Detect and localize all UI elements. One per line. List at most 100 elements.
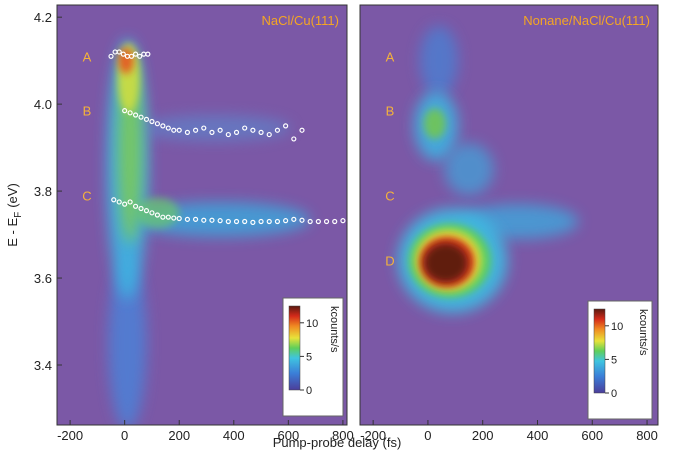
x-tick-label: 800 (332, 428, 354, 443)
data-point (209, 129, 215, 135)
data-point (138, 114, 144, 120)
data-point (165, 125, 171, 131)
data-point (154, 121, 160, 127)
data-point (111, 197, 117, 203)
colorbar-tick-label: 5 (611, 354, 617, 366)
data-point (116, 49, 122, 55)
data-point (192, 216, 199, 222)
data-point (209, 217, 215, 223)
data-point (217, 127, 223, 133)
data-point (176, 215, 182, 222)
state-label: C (82, 188, 91, 203)
data-point (132, 112, 139, 118)
colorbar-tick-label: 5 (306, 351, 312, 363)
colorbar-label: kcounts/s (637, 309, 649, 356)
data-point (332, 218, 338, 225)
heatmap-region (444, 143, 494, 196)
data-point (225, 218, 231, 225)
heatmap-region (118, 47, 134, 74)
x-tick-label: 600 (581, 428, 603, 443)
data-point (299, 217, 305, 223)
data-point (299, 127, 305, 133)
data-point (242, 218, 248, 225)
data-point (128, 53, 135, 59)
x-tick-label: 200 (472, 428, 494, 443)
x-tick-label: 600 (277, 428, 299, 443)
x-tick-label: 0 (424, 428, 431, 443)
y-axis-label-sub: F (13, 212, 24, 218)
data-point (201, 125, 207, 131)
y-tick-label: 3.8 (34, 184, 52, 199)
state-label: D (385, 254, 394, 269)
data-point (176, 127, 182, 133)
data-point (291, 216, 297, 222)
data-point (160, 123, 166, 129)
heatmap-region (423, 243, 468, 283)
x-tick-label: 800 (636, 428, 658, 443)
plot-frame (56, 4, 348, 426)
data-point (250, 219, 256, 225)
data-point (132, 51, 139, 57)
data-point (192, 127, 199, 133)
data-point (120, 51, 126, 57)
colorbar-label: kcounts/s (328, 306, 340, 353)
data-point (108, 53, 114, 59)
data-point (242, 125, 248, 131)
state-label: C (385, 188, 394, 203)
data-point (145, 51, 151, 57)
data-point (171, 127, 177, 133)
data-point (143, 116, 150, 122)
y-axis-label-unit: (eV) (5, 183, 20, 208)
colorbar (593, 308, 606, 394)
y-tick-label: 4.0 (34, 97, 52, 112)
data-point (283, 123, 289, 129)
data-point (132, 203, 139, 209)
x-tick-label: -200 (57, 428, 83, 443)
y-tick-label: 4.2 (34, 10, 52, 25)
data-point (233, 129, 240, 135)
data-point (258, 218, 264, 225)
data-point (258, 129, 264, 135)
data-point (217, 218, 223, 224)
data-point (315, 218, 321, 225)
data-point (122, 201, 128, 207)
heatmap-region (419, 25, 459, 96)
data-point (184, 129, 191, 135)
heatmap-region (138, 114, 292, 142)
data-point (283, 218, 289, 224)
data-point (291, 136, 297, 142)
state-label: A (386, 49, 395, 64)
data-point (225, 131, 231, 138)
panel-title: NaCl/Cu(111) (261, 13, 339, 28)
x-tick-label: 0 (121, 428, 128, 443)
data-point (184, 216, 191, 222)
state-label: B (386, 104, 395, 119)
colorbar (288, 305, 301, 391)
colorbar-tick-label: 10 (611, 321, 623, 333)
data-point (233, 218, 240, 225)
x-tick-label: -200 (360, 428, 386, 443)
data-point (274, 127, 281, 133)
data-point (137, 53, 143, 59)
data-point (171, 215, 177, 221)
data-point (274, 218, 281, 225)
heatmap-region (108, 256, 147, 425)
state-label: A (83, 49, 92, 64)
y-tick-label: 3.6 (34, 271, 52, 286)
data-point (122, 108, 128, 114)
data-point (250, 127, 256, 133)
data-point (138, 205, 144, 212)
heatmap-region (423, 108, 446, 139)
plot-frame (359, 4, 659, 426)
data-point (201, 217, 207, 223)
data-point (307, 218, 313, 225)
data-point (116, 199, 122, 205)
data-point (266, 218, 272, 225)
data-point (154, 212, 160, 218)
data-point (127, 199, 133, 205)
data-point (266, 131, 272, 138)
colorbar-tick-label: 0 (611, 388, 617, 400)
data-point (149, 118, 155, 125)
data-point (143, 208, 150, 214)
